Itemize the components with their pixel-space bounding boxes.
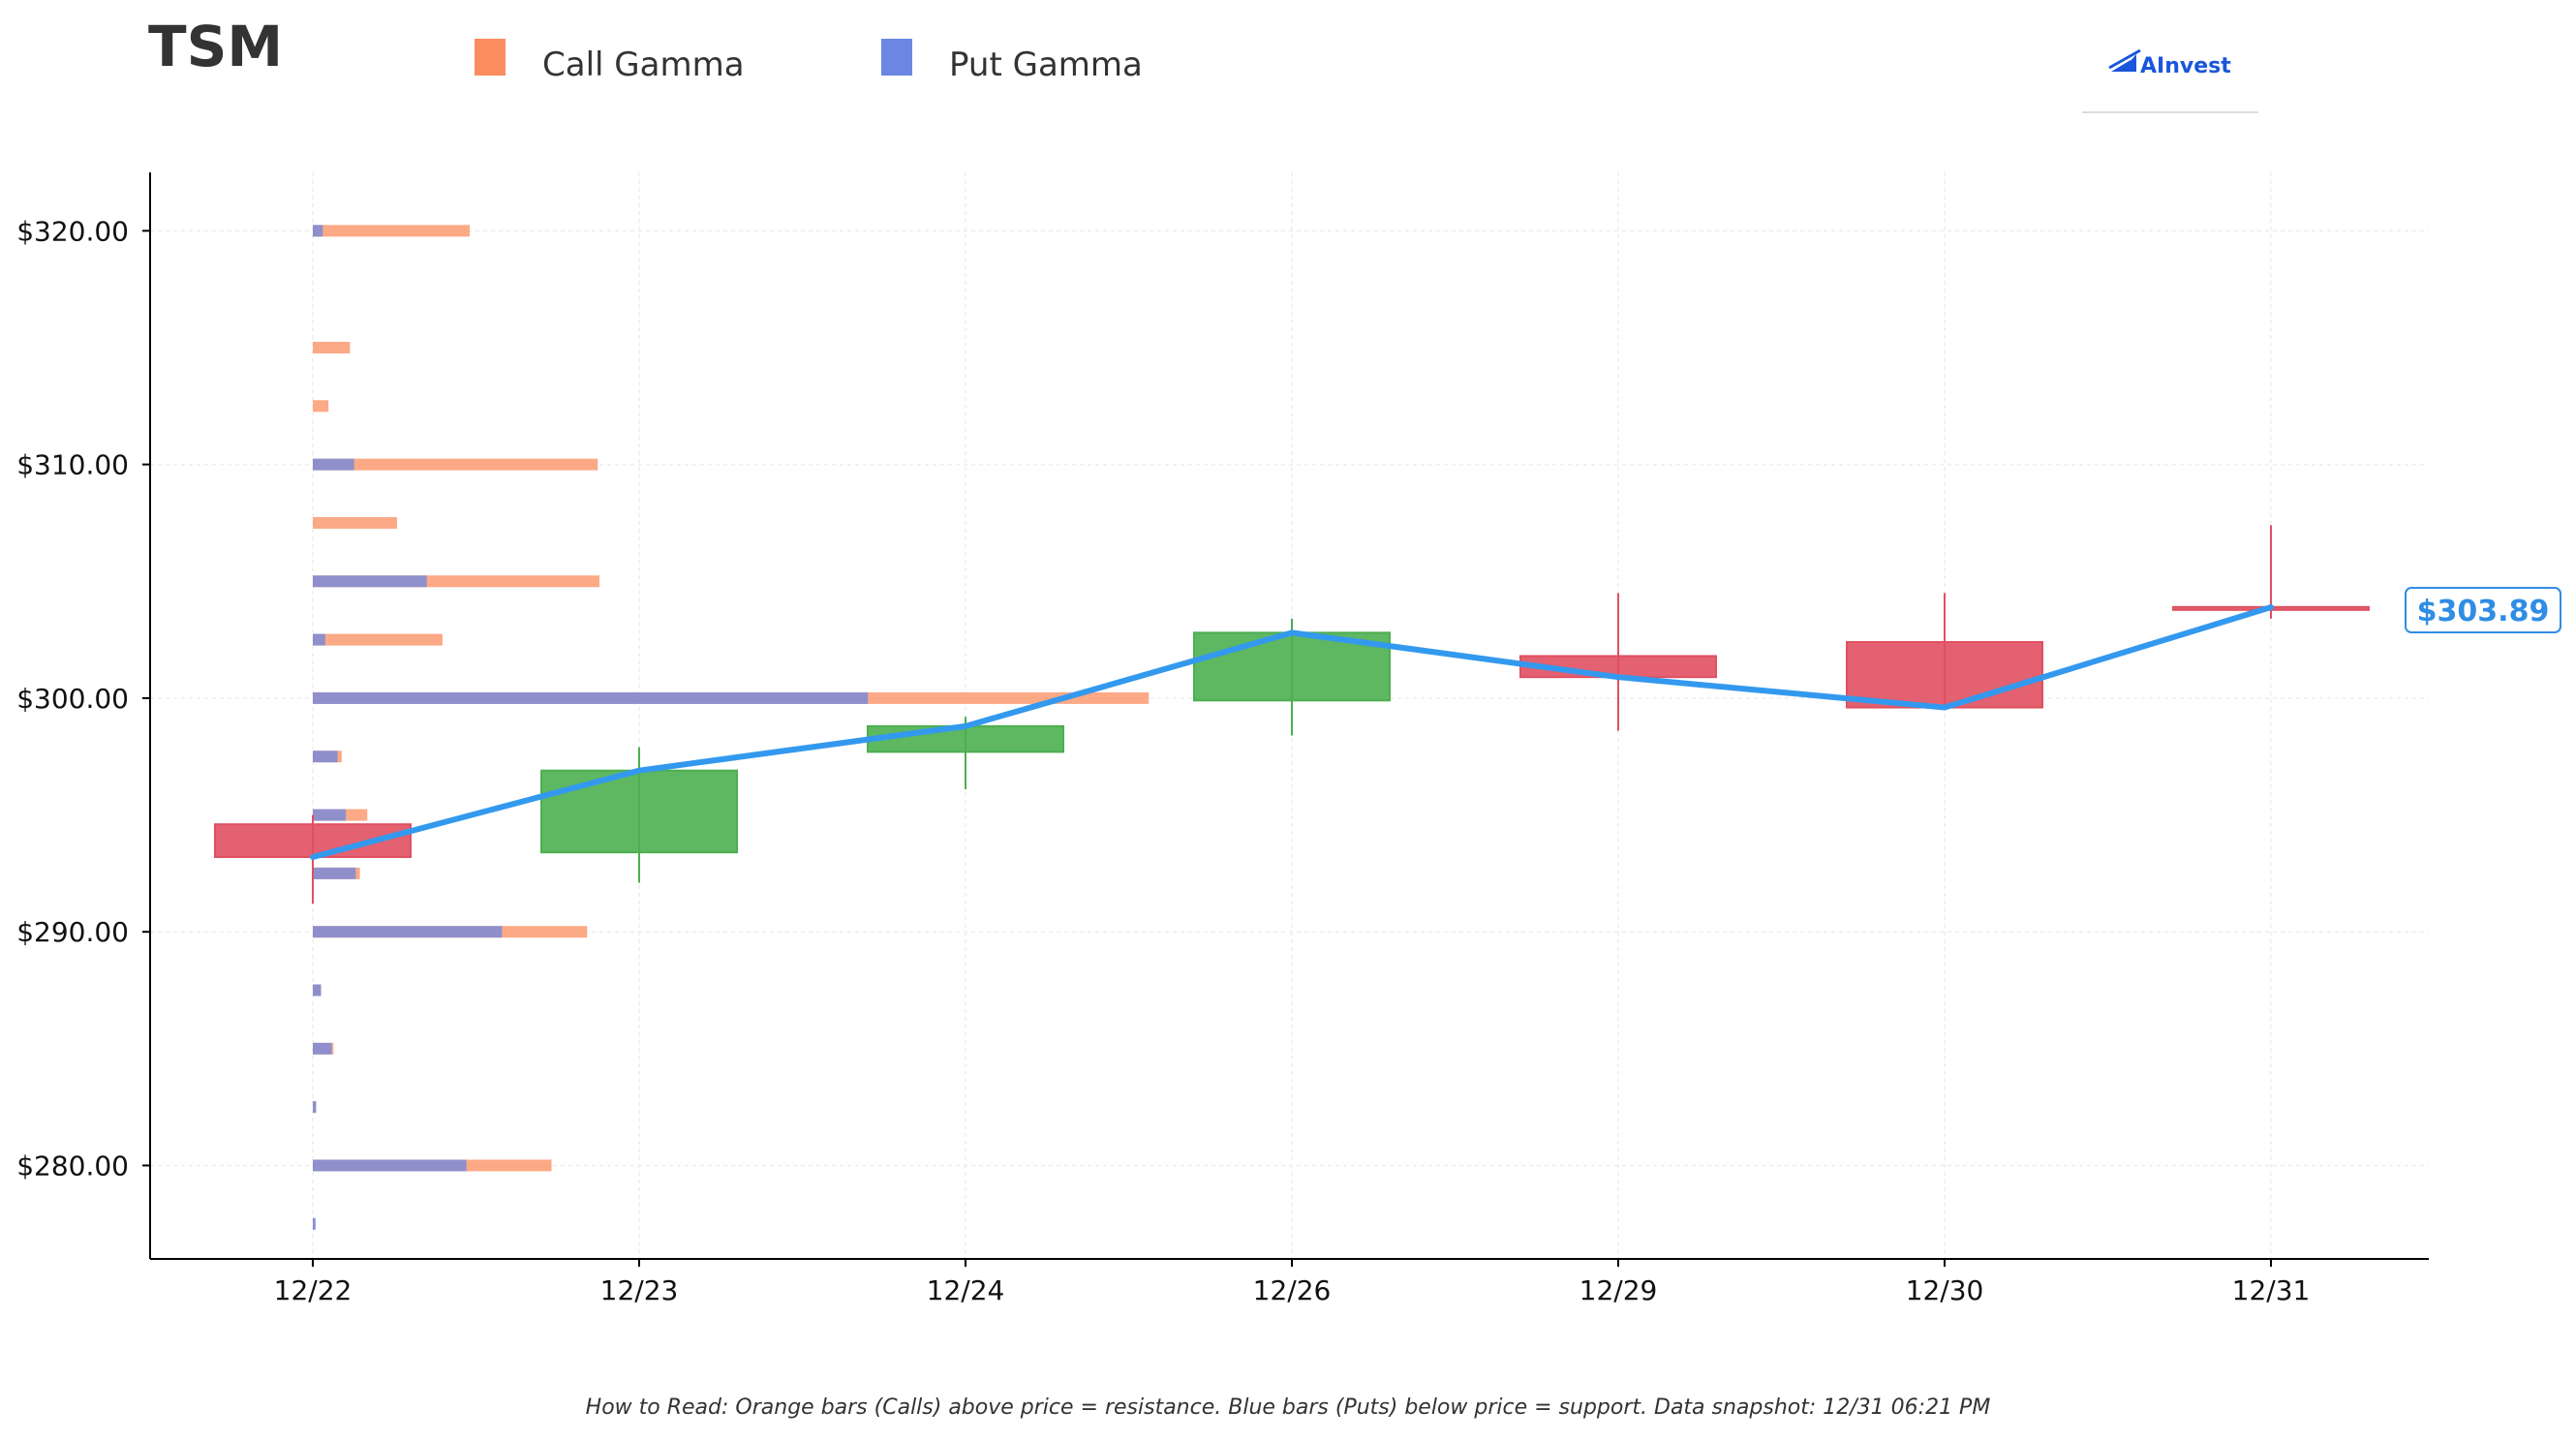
gamma-bars <box>313 225 1150 1230</box>
x-ticks: 12/22 12/23 12/24 12/26 12/29 12/30 12/31 <box>274 1259 2311 1306</box>
candle-body <box>867 724 1064 753</box>
call-gamma-bar <box>313 516 398 529</box>
legend-swatch-put <box>881 39 912 76</box>
logo-arrow-icon <box>2108 48 2141 70</box>
grid <box>150 172 2429 1259</box>
call-gamma-bar <box>313 633 443 646</box>
logo-chart-icon <box>2111 54 2136 72</box>
put-gamma-bar <box>313 751 338 763</box>
y-tick-label: $300.00 <box>16 683 129 715</box>
put-gamma-bar <box>313 225 323 237</box>
x-tick-label: 12/24 <box>927 1274 1005 1306</box>
price-tag-box <box>2405 587 2561 633</box>
y-tick-label: $280.00 <box>16 1150 129 1181</box>
put-gamma-bar <box>313 633 325 646</box>
x-tick-label: 12/26 <box>1253 1274 1332 1306</box>
put-gamma-bar <box>313 575 427 588</box>
y-tick-label: $320.00 <box>16 215 129 247</box>
candle-body <box>540 769 738 854</box>
put-gamma-bar <box>313 984 322 996</box>
x-tick-label: 12/30 <box>1906 1274 1984 1306</box>
axes <box>149 172 2429 1260</box>
call-gamma-bar <box>313 400 329 413</box>
legend-label-put: Put Gamma <box>949 46 1143 84</box>
ainvest-logo[interactable]: AInvest <box>2082 48 2258 113</box>
put-gamma-bar <box>313 926 503 938</box>
put-gamma-bar <box>313 458 354 471</box>
ticker-title: TSM <box>148 14 283 79</box>
last-price-tag: $303.89 <box>2405 587 2561 633</box>
x-tick-label: 12/31 <box>2232 1274 2311 1306</box>
call-gamma-bar <box>313 225 471 237</box>
y-tick-label: $310.00 <box>16 449 129 481</box>
price-tag-label: $303.89 <box>2417 595 2550 629</box>
candle-body <box>1846 640 2043 709</box>
close-price-line <box>310 604 2274 860</box>
put-gamma-bar <box>313 867 356 879</box>
y-ticks: $280.00 $290.00 $300.00 $310.00 $320.00 <box>16 215 150 1181</box>
y-tick-label: $290.00 <box>16 916 129 948</box>
x-tick-label: 12/29 <box>1579 1274 1658 1306</box>
logo-text: AInvest <box>2140 54 2231 78</box>
legend: Call Gamma Put Gamma <box>475 39 1143 84</box>
put-gamma-bar <box>313 1042 332 1055</box>
put-gamma-bar <box>313 691 869 704</box>
x-tick-label: 12/23 <box>600 1274 679 1306</box>
put-gamma-bar <box>313 1159 467 1172</box>
legend-swatch-call <box>475 39 506 76</box>
close-line <box>310 604 2274 860</box>
legend-label-call: Call Gamma <box>542 46 745 84</box>
put-gamma-bar <box>313 1101 317 1114</box>
x-tick-label: 12/22 <box>274 1274 353 1306</box>
put-gamma-bar <box>313 809 347 821</box>
call-gamma-bar <box>313 341 351 353</box>
put-gamma-bar <box>313 1217 316 1230</box>
call-gamma-bar <box>313 458 598 471</box>
footer-note: How to Read: Orange bars (Calls) above p… <box>586 1395 1991 1420</box>
